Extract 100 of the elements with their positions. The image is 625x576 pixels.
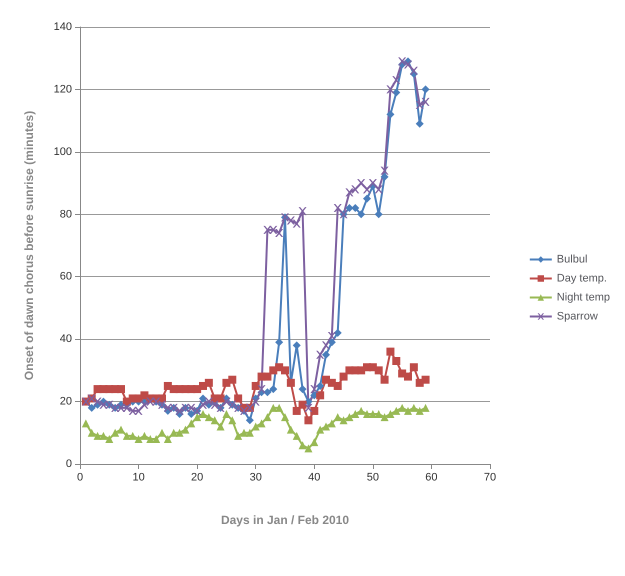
point (410, 66, 418, 75)
point (252, 422, 260, 431)
point (380, 376, 389, 384)
point (240, 428, 248, 437)
y-tick-label: 40 (60, 333, 72, 346)
point (252, 382, 260, 390)
point (176, 428, 184, 437)
point (275, 338, 284, 346)
point (392, 406, 400, 415)
point (292, 406, 301, 415)
point (298, 207, 307, 216)
point (292, 220, 301, 228)
point (140, 432, 148, 440)
point (374, 185, 383, 194)
point (216, 422, 225, 431)
point (176, 406, 184, 415)
point (368, 179, 377, 188)
point (199, 410, 207, 418)
point (117, 426, 125, 434)
y-tick-label: 20 (60, 396, 72, 408)
point (363, 185, 371, 194)
point (105, 435, 114, 444)
point (392, 356, 400, 365)
point (310, 438, 318, 446)
point (122, 404, 131, 412)
point (187, 404, 196, 412)
point (322, 422, 330, 431)
point (357, 210, 366, 218)
legend-label: Bulbul (556, 254, 588, 266)
y-tick-label: 120 (54, 83, 72, 96)
point (422, 85, 430, 94)
point (134, 435, 143, 444)
point (99, 432, 108, 440)
point (286, 216, 295, 225)
point (416, 406, 424, 415)
point (204, 398, 213, 406)
point (316, 350, 324, 359)
point (269, 385, 278, 394)
point (117, 385, 125, 394)
point (334, 328, 342, 337)
point (304, 416, 312, 424)
point (310, 406, 318, 415)
point (263, 372, 272, 381)
point (316, 382, 324, 390)
point (351, 185, 360, 194)
point (158, 428, 166, 437)
point (328, 419, 336, 428)
point (269, 226, 278, 234)
point (164, 435, 172, 444)
point (263, 413, 272, 422)
point (298, 385, 307, 394)
legend-label: Night temp (556, 292, 610, 304)
x-tick-label: 0 (76, 472, 84, 484)
point (404, 60, 412, 68)
point (234, 432, 242, 440)
point (416, 101, 424, 110)
point (422, 376, 430, 384)
legend-label: Sparrow (556, 310, 598, 322)
point (322, 341, 330, 350)
point (410, 404, 418, 412)
point (228, 376, 236, 384)
point (316, 426, 324, 434)
point (258, 419, 266, 428)
y-tick-label: 0 (66, 458, 72, 470)
point (298, 441, 307, 450)
point (281, 413, 289, 422)
point (94, 398, 102, 406)
point (380, 413, 389, 422)
point (386, 110, 394, 118)
point (187, 410, 196, 418)
point (210, 416, 219, 424)
point (134, 406, 143, 415)
point (392, 88, 400, 97)
point (422, 98, 430, 106)
y-tick-label: 140 (54, 21, 72, 33)
point (404, 372, 412, 381)
y-axis-title: Onset of dawn chorus before sunrise (minutes) (22, 110, 36, 380)
point (380, 172, 389, 181)
point (204, 413, 213, 422)
point (199, 400, 207, 409)
point (304, 444, 312, 452)
x-tick-label: 10 (132, 472, 145, 484)
point (374, 366, 383, 374)
y-tick-label: 100 (54, 146, 72, 158)
x-axis-title: Days in Jan / Feb 2010 (220, 513, 350, 527)
point (146, 435, 154, 444)
y-tick-label: 60 (60, 270, 72, 283)
point (322, 350, 330, 359)
point (216, 394, 225, 402)
point (204, 378, 213, 387)
point (404, 406, 412, 415)
point (128, 432, 137, 440)
point (334, 382, 342, 390)
point (228, 416, 236, 424)
point (275, 404, 284, 412)
point (340, 416, 348, 424)
point (304, 404, 312, 412)
point (187, 419, 196, 428)
point (386, 85, 394, 94)
point (170, 428, 178, 437)
